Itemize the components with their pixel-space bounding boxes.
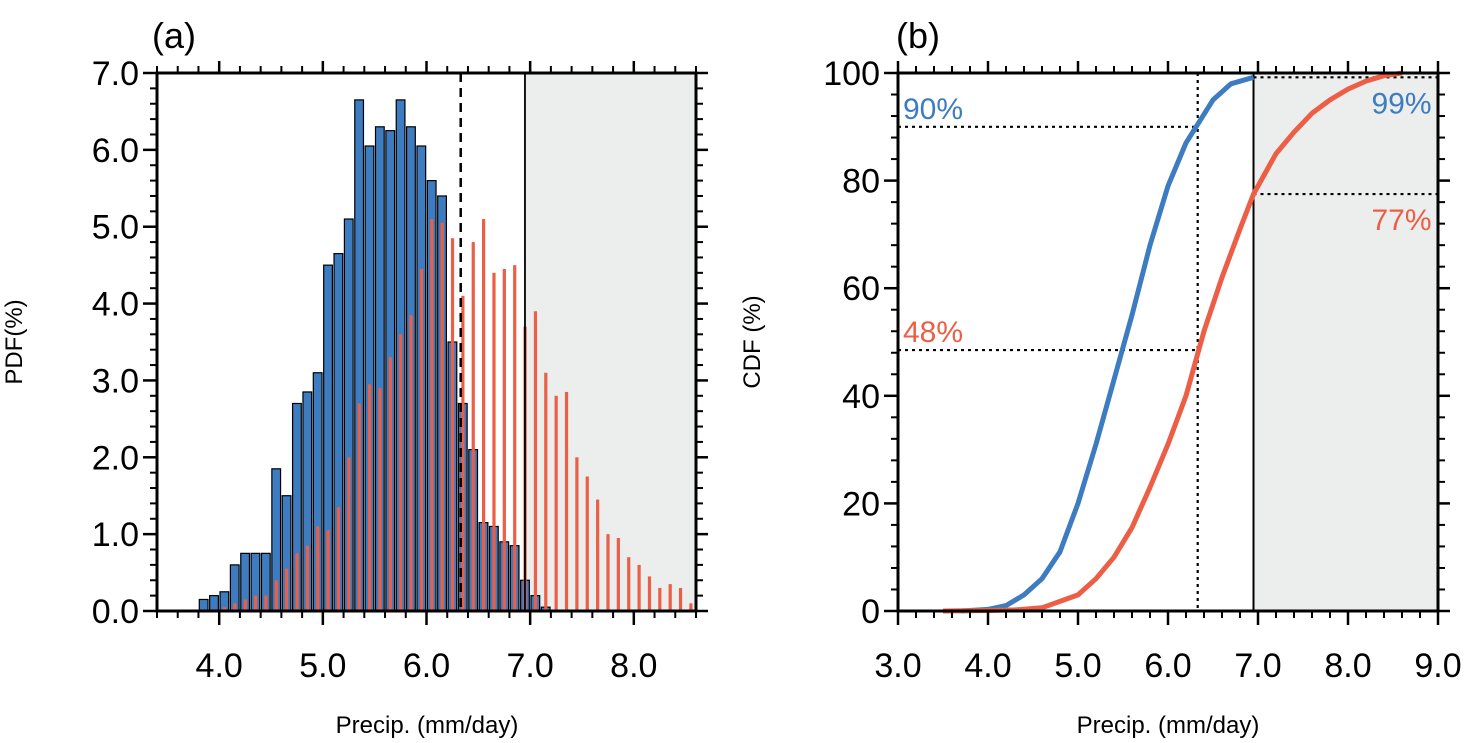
pdf-red-bar — [378, 388, 382, 611]
cdf-y-tick-label: 40 — [842, 378, 880, 416]
cdf-shaded-region — [1253, 73, 1438, 611]
pdf-x-tick-label: 7.0 — [507, 647, 554, 685]
cdf-y-tick-label: 100 — [823, 55, 880, 93]
pdf-red-bar — [616, 537, 620, 611]
cdf-y-tick-label: 0 — [861, 593, 880, 631]
cdf-x-tick-label: 3.0 — [874, 647, 921, 685]
pdf-red-bar — [243, 599, 247, 611]
pdf-red-bar — [533, 311, 538, 611]
pdf-red-bar — [637, 564, 641, 611]
cdf-red-curve — [942, 70, 1403, 614]
pdf-red-bar — [658, 587, 662, 611]
pdf-red-bar — [430, 219, 434, 611]
pdf-red-bar — [440, 222, 444, 611]
cdf-percent-label: 90% — [903, 93, 963, 126]
pdf-blue-bars — [198, 99, 551, 612]
pdf-red-bar — [678, 587, 683, 611]
pdf-red-bar — [295, 553, 299, 611]
cdf-panel-label: (b) — [896, 15, 940, 56]
pdf-y-axis-label: PDF(%) — [1, 299, 28, 384]
cdf-percent-label: 48% — [903, 316, 963, 349]
cdf-x-tick-label: 9.0 — [1414, 647, 1461, 685]
pdf-red-bar — [285, 568, 289, 611]
pdf-x-axis-label: Precip. (mm/day) — [336, 712, 519, 739]
pdf-red-bar — [347, 457, 351, 611]
cdf-percent-annotations: 90% 48% 99% 77% — [903, 87, 1432, 349]
pdf-red-bar — [326, 530, 330, 611]
cdf-y-tick-label: 60 — [842, 270, 880, 308]
cdf-percent-label: 99% — [1371, 87, 1431, 120]
pdf-y-tick-label: 5.0 — [92, 209, 139, 247]
pdf-red-bar — [606, 534, 610, 611]
pdf-x-tick-label: 8.0 — [610, 647, 657, 685]
pdf-threshold-lines — [459, 73, 526, 611]
pdf-red-bar — [647, 576, 652, 611]
pdf-red-bar — [627, 557, 631, 611]
cdf-x-tick-label: 7.0 — [1234, 647, 1281, 685]
pdf-red-bar — [274, 580, 278, 611]
pdf-red-bar — [409, 315, 413, 611]
cdf-panel: 3.0 4.0 5.0 6.0 7.0 8.0 9.0 0 20 40 60 80 100 90% 48%… — [739, 15, 1462, 739]
pdf-y-tick-label: 1.0 — [92, 516, 139, 554]
pdf-y-tick-label: 7.0 — [92, 55, 139, 93]
pdf-red-bar — [316, 526, 320, 611]
pdf-red-bar — [492, 272, 496, 611]
pdf-y-tick-label: 6.0 — [92, 132, 139, 170]
pdf-x-tick-label: 4.0 — [196, 647, 243, 685]
pdf-red-bar — [513, 265, 517, 611]
pdf-red-bar — [689, 603, 693, 611]
pdf-red-bar — [482, 219, 486, 611]
pdf-blue-bar — [209, 595, 219, 612]
pdf-red-bar — [388, 357, 392, 611]
pdf-red-bar — [336, 507, 341, 611]
pdf-red-bar — [668, 584, 672, 611]
cdf-y-axis-label: CDF (%) — [739, 295, 766, 388]
cdf-y-tick-label: 80 — [842, 163, 880, 201]
pdf-shaded-region — [524, 73, 696, 611]
pdf-y-tick-label: 0.0 — [92, 593, 139, 631]
cdf-y-tick-label: 20 — [842, 485, 880, 523]
cdf-guide-lines — [898, 73, 1438, 611]
pdf-red-bar — [471, 242, 475, 612]
cdf-x-tick-label: 4.0 — [964, 647, 1011, 685]
pdf-red-bar — [419, 268, 424, 611]
pdf-red-bar — [461, 295, 465, 611]
cdf-percent-label: 77% — [1371, 204, 1431, 237]
pdf-red-bar — [357, 403, 361, 611]
pdf-red-bar — [544, 372, 548, 611]
pdf-red-bar — [253, 595, 258, 611]
pdf-blue-bar — [198, 598, 209, 612]
pdf-red-bar — [596, 499, 600, 611]
pdf-y-tick-label: 4.0 — [92, 286, 139, 324]
pdf-y-tick-label: 3.0 — [92, 362, 139, 400]
cdf-x-axis-label: Precip. (mm/day) — [1077, 712, 1260, 739]
pdf-red-bar — [367, 384, 372, 611]
pdf-panel-label: (a) — [152, 15, 196, 56]
pdf-red-bar — [450, 238, 455, 611]
cdf-blue-curve — [960, 74, 1255, 614]
pdf-red-bar — [399, 334, 403, 611]
pdf-panel: 4.0 5.0 6.0 7.0 8.00.01.02.03.04.05.06.07.0 … — [1, 15, 708, 739]
pdf-red-bar — [222, 607, 227, 611]
pdf-x-tick-label: 5.0 — [299, 647, 346, 685]
pdf-x-tick-label: 6.0 — [403, 647, 450, 685]
cdf-x-tick-label: 6.0 — [1144, 647, 1191, 685]
cdf-axis-ticks: 3.0 4.0 5.0 6.0 7.0 8.0 9.0 0 20 40 60 80 100 — [823, 55, 1461, 685]
pdf-red-bar — [502, 268, 506, 611]
pdf-red-bar — [575, 457, 579, 611]
pdf-red-bar — [585, 476, 589, 611]
pdf-red-bar — [554, 395, 558, 611]
pdf-red-bar — [564, 391, 569, 611]
pdf-red-bar — [305, 545, 309, 611]
pdf-axis-ticks: 4.0 5.0 6.0 7.0 8.0 0.0 1.0 2.0 3.0 4.0 5.0 6.0 7.0 — [92, 55, 708, 685]
pdf-y-tick-label: 2.0 — [92, 439, 139, 477]
cdf-x-tick-label: 5.0 — [1054, 647, 1101, 685]
pdf-red-bar — [264, 595, 268, 611]
cdf-x-tick-label: 8.0 — [1324, 647, 1371, 685]
pdf-red-bar — [233, 603, 237, 611]
